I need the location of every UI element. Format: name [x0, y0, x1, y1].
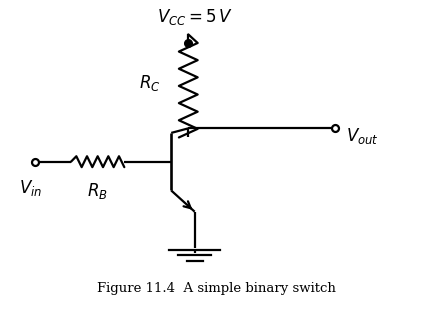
Text: $V_{out}$: $V_{out}$: [346, 126, 379, 146]
Text: $V_{CC} = 5\,V$: $V_{CC} = 5\,V$: [157, 7, 233, 27]
Text: $R_B$: $R_B$: [87, 182, 108, 201]
Text: $V_{in}$: $V_{in}$: [19, 178, 42, 198]
Text: Figure 11.4  A simple binary switch: Figure 11.4 A simple binary switch: [97, 282, 335, 295]
Text: $R_C$: $R_C$: [139, 73, 161, 93]
